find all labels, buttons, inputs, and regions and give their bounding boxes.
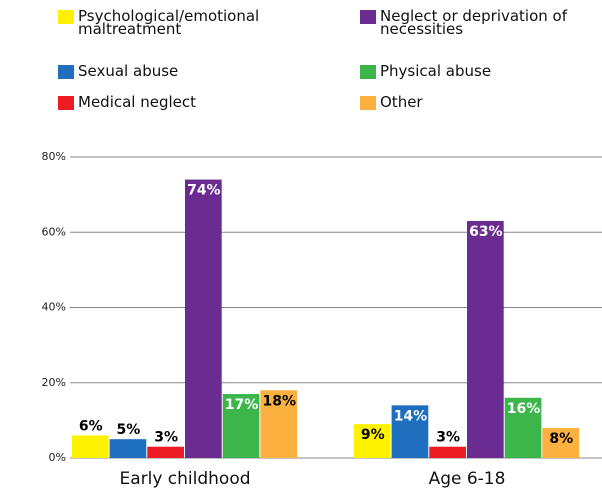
legend-swatch (58, 10, 74, 24)
legend-label: Other (380, 93, 423, 111)
data-label: 3% (154, 430, 178, 446)
x-tick-label: Early childhood (119, 469, 250, 489)
legend-item: Psychological/emotional maltreatment (58, 7, 268, 38)
bar (71, 435, 109, 458)
data-label: 6% (79, 418, 103, 434)
bar (429, 446, 466, 458)
legend-label: Physical abuse (380, 62, 492, 80)
data-label: 63% (469, 224, 503, 240)
bar (147, 446, 184, 458)
data-label: 18% (262, 393, 296, 409)
data-label: 3% (436, 430, 460, 446)
bar (504, 397, 542, 458)
legend-item: Other (360, 93, 570, 111)
legend-label: Psychological/emotional maltreatment (78, 7, 260, 38)
bar (353, 424, 391, 458)
legend-item: Neglect or deprivation of necessities (360, 7, 570, 38)
data-label: 16% (507, 401, 541, 417)
legend-item: Sexual abuse (58, 62, 268, 80)
bar (542, 427, 580, 458)
data-label: 17% (225, 397, 259, 413)
data-label: 8% (549, 431, 573, 447)
y-tick-label: 60% (42, 225, 66, 238)
legend-swatch (360, 65, 376, 79)
legend-swatch (360, 10, 376, 24)
legend-label: Neglect or deprivation of necessities (380, 7, 568, 38)
data-label: 14% (394, 408, 428, 424)
bar (260, 390, 298, 458)
data-label: 9% (361, 427, 385, 443)
bar (185, 179, 222, 458)
legend-item: Physical abuse (360, 62, 570, 80)
y-tick-label: 20% (42, 376, 66, 389)
legend-label: Medical neglect (78, 93, 197, 111)
bar (222, 394, 260, 458)
legend-swatch (58, 65, 74, 79)
x-tick-label: Age 6-18 (429, 469, 506, 489)
legend-label: Sexual abuse (78, 62, 179, 80)
y-tick-label: 40% (42, 301, 66, 314)
bar (467, 220, 504, 458)
y-tick-label: 80% (42, 150, 66, 163)
legend-item: Medical neglect (58, 93, 268, 111)
y-tick-label: 0% (49, 451, 66, 464)
legend-swatch (360, 96, 376, 110)
bar (391, 405, 429, 458)
data-label: 5% (117, 422, 141, 438)
data-label: 74% (187, 183, 221, 199)
legend-swatch (58, 96, 74, 110)
bar (109, 439, 147, 458)
